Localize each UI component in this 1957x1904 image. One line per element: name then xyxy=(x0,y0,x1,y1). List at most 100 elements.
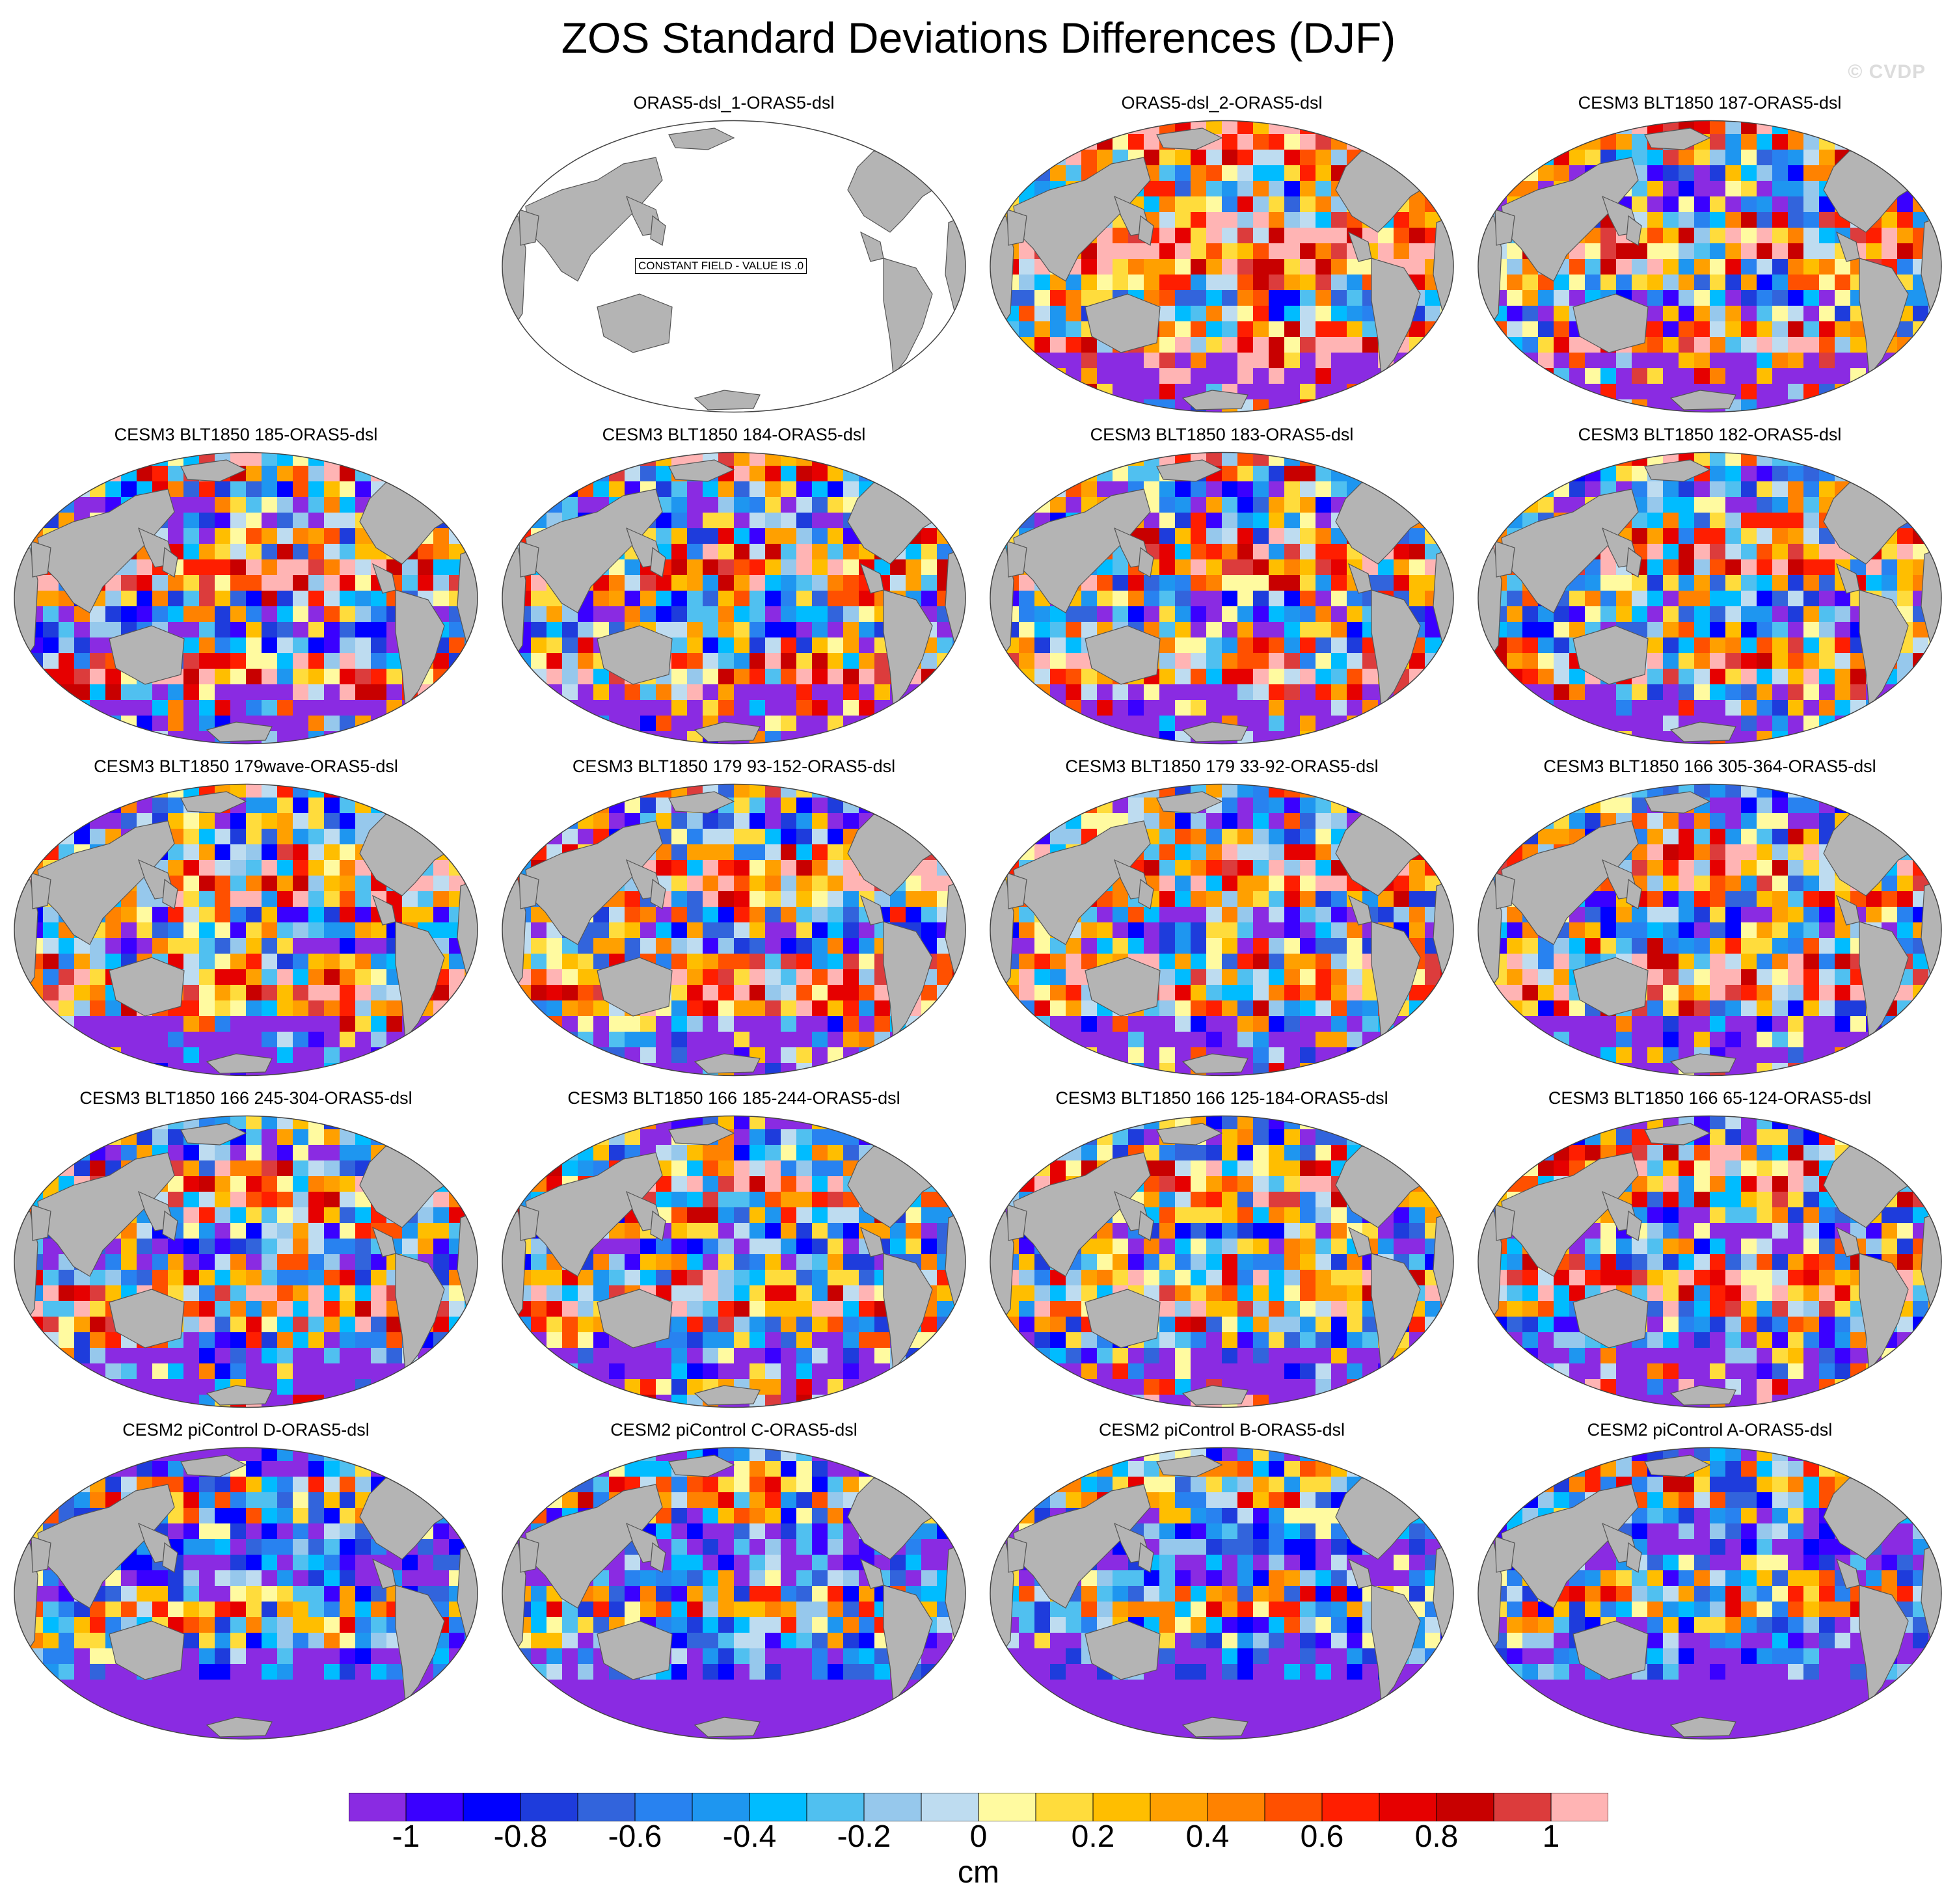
field-cell xyxy=(1440,497,1453,513)
field-cell xyxy=(593,606,609,622)
field-cell xyxy=(843,938,859,954)
field-cell xyxy=(812,606,828,622)
field-cell xyxy=(578,1063,593,1076)
field-cell xyxy=(1347,452,1362,466)
field-cell xyxy=(749,513,765,528)
field-cell xyxy=(1284,684,1300,700)
field-cell xyxy=(168,528,183,544)
field-cell xyxy=(1440,321,1453,337)
field-cell xyxy=(43,969,59,985)
field-cell xyxy=(105,669,121,684)
field-cell xyxy=(183,922,199,938)
field-cell xyxy=(812,938,828,954)
field-cell xyxy=(765,1000,781,1016)
field-cell xyxy=(1478,528,1491,544)
field-cell xyxy=(74,716,90,731)
field-cell xyxy=(230,528,246,544)
field-cell xyxy=(1491,353,1507,368)
field-cell xyxy=(152,938,168,954)
field-cell xyxy=(1175,684,1191,700)
field-cell xyxy=(843,575,859,591)
field-cell xyxy=(990,700,1003,716)
field-cell xyxy=(1866,466,1882,481)
field-cell xyxy=(1928,337,1941,353)
field-cell xyxy=(515,844,531,860)
field-cell xyxy=(324,860,340,876)
field-cell xyxy=(1850,353,1866,368)
field-cell xyxy=(671,860,687,876)
field-cell xyxy=(1347,306,1362,321)
field-cell xyxy=(671,669,687,684)
field-cell xyxy=(1554,716,1569,731)
field-cell xyxy=(1757,243,1772,259)
field-cell xyxy=(1128,466,1144,481)
field-cell xyxy=(781,829,796,844)
field-cell xyxy=(137,784,152,798)
field-cell xyxy=(152,606,168,622)
field-cell xyxy=(43,1016,59,1032)
field-cell xyxy=(246,481,262,497)
field-cell xyxy=(937,716,952,731)
field-cell xyxy=(531,969,547,985)
field-cell xyxy=(199,731,215,744)
field-cell xyxy=(1725,134,1741,150)
field-cell xyxy=(578,1000,593,1016)
land-mass xyxy=(519,872,539,909)
field-cell xyxy=(781,700,796,716)
field-cell xyxy=(215,700,230,716)
field-cell xyxy=(1819,368,1835,384)
field-cell xyxy=(1663,150,1679,165)
field-cell xyxy=(1066,306,1081,321)
field-cell xyxy=(340,969,355,985)
field-cell xyxy=(90,653,105,669)
field-cell xyxy=(921,528,937,544)
field-cell xyxy=(1409,134,1425,150)
field-cell xyxy=(547,669,562,684)
field-cell xyxy=(1191,275,1206,290)
field-cell xyxy=(355,637,371,653)
field-cell xyxy=(1081,150,1097,165)
field-cell xyxy=(1237,637,1253,653)
field-cell xyxy=(215,1016,230,1032)
field-cell xyxy=(1113,606,1128,622)
field-cell xyxy=(27,452,43,466)
field-cell xyxy=(734,784,749,798)
field-cell xyxy=(1725,575,1741,591)
field-cell xyxy=(1237,559,1253,575)
field-cell xyxy=(1803,653,1819,669)
field-cell xyxy=(1440,829,1453,844)
field-cell xyxy=(1835,637,1850,653)
field-cell xyxy=(1097,399,1113,412)
field-cell xyxy=(843,954,859,969)
field-cell xyxy=(1159,591,1175,606)
field-cell xyxy=(625,922,640,938)
field-cell xyxy=(718,907,734,922)
field-cell xyxy=(1113,368,1128,384)
field-cell xyxy=(59,1000,74,1016)
field-cell xyxy=(1222,829,1237,844)
field-cell xyxy=(1206,481,1222,497)
field-cell xyxy=(1897,399,1913,412)
field-cell xyxy=(293,1032,308,1047)
field-cell xyxy=(1694,700,1710,716)
field-cell xyxy=(1772,181,1788,196)
field-cell xyxy=(371,637,386,653)
field-cell xyxy=(1081,731,1097,744)
field-cell xyxy=(828,876,843,891)
field-cell xyxy=(418,784,433,798)
field-cell xyxy=(27,813,43,829)
field-cell xyxy=(1253,813,1269,829)
field-cell xyxy=(1316,669,1331,684)
field-cell xyxy=(1222,321,1237,337)
field-cell xyxy=(293,591,308,606)
field-cell xyxy=(183,1000,199,1016)
field-cell xyxy=(324,669,340,684)
field-cell xyxy=(687,969,703,985)
field-cell xyxy=(687,922,703,938)
field-cell xyxy=(1269,684,1284,700)
field-cell xyxy=(531,700,547,716)
field-cell xyxy=(1269,891,1284,907)
field-cell xyxy=(215,907,230,922)
field-cell xyxy=(1409,591,1425,606)
field-cell xyxy=(1206,290,1222,306)
